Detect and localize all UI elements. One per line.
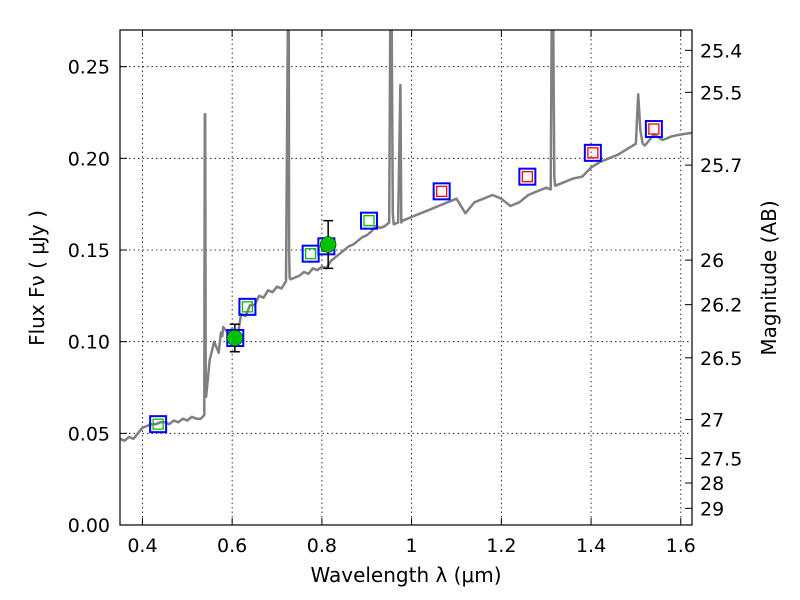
- x-tick-label: 1.2: [486, 535, 516, 557]
- blue-square-marker: [149, 415, 168, 434]
- green-square-marker: [152, 418, 164, 430]
- y2-tick-label: 26.2: [700, 295, 742, 317]
- y-tick-label: 0.00: [68, 515, 110, 537]
- red-square-marker: [521, 171, 534, 183]
- blue-square-marker: [644, 120, 663, 138]
- blue-square-marker: [583, 143, 602, 162]
- green-square-marker: [363, 215, 375, 227]
- y2-tick-label: 27.5: [700, 448, 742, 470]
- plot-frame: [119, 29, 693, 526]
- y2-tick-label: 27: [700, 410, 724, 432]
- x-axis-label: Wavelength λ (μm): [310, 563, 501, 587]
- y-tick-label: 0.25: [68, 57, 110, 79]
- red-square-marker: [648, 123, 660, 135]
- x-tick-label: 1: [406, 535, 418, 557]
- blue-square-marker: [359, 211, 378, 230]
- x-tick-label: 1.4: [576, 535, 606, 557]
- markers: [149, 120, 663, 434]
- y2-tick-label: 25.5: [700, 82, 742, 104]
- y-tick-label: 0.15: [68, 240, 110, 262]
- red-square-marker: [587, 147, 599, 159]
- blue-square-marker: [432, 182, 451, 201]
- blue-square-marker: [518, 167, 537, 186]
- blue-square-marker: [238, 297, 257, 316]
- y-tick-label: 0.10: [68, 332, 110, 354]
- y2-tick-label: 25.7: [700, 155, 742, 177]
- ticks: 0.4 0.6 0.8 1 1.2 1.4 1.6 0.00 0.05 0.10 0.15 0.20 0…: [68, 30, 742, 557]
- series: [120, 30, 692, 442]
- y2-tick-label: 28: [700, 473, 724, 495]
- x-tick-label: 0.6: [217, 535, 247, 557]
- x-tick-label: 1.6: [666, 535, 696, 557]
- observed-point: [319, 236, 337, 253]
- green-square-marker: [241, 301, 254, 313]
- spectrum-line: [120, 30, 692, 442]
- red-square-marker: [436, 185, 448, 197]
- y-tick-label: 0.20: [68, 148, 110, 170]
- y2-axis-label: Magnitude (AB): [757, 200, 781, 355]
- observed-point: [226, 329, 244, 347]
- y2-tick-label: 26: [700, 250, 724, 272]
- y2-tick-label: 29: [700, 498, 724, 520]
- x-tick-label: 0.4: [127, 535, 157, 557]
- y-axis-label: Flux Fν ( μJy ): [25, 210, 49, 346]
- y2-tick-label: 26.5: [700, 348, 742, 370]
- y-tick-label: 0.05: [68, 423, 110, 445]
- x-tick-label: 0.8: [307, 535, 337, 557]
- green-square-marker: [305, 248, 317, 260]
- y2-tick-label: 25.4: [700, 40, 742, 62]
